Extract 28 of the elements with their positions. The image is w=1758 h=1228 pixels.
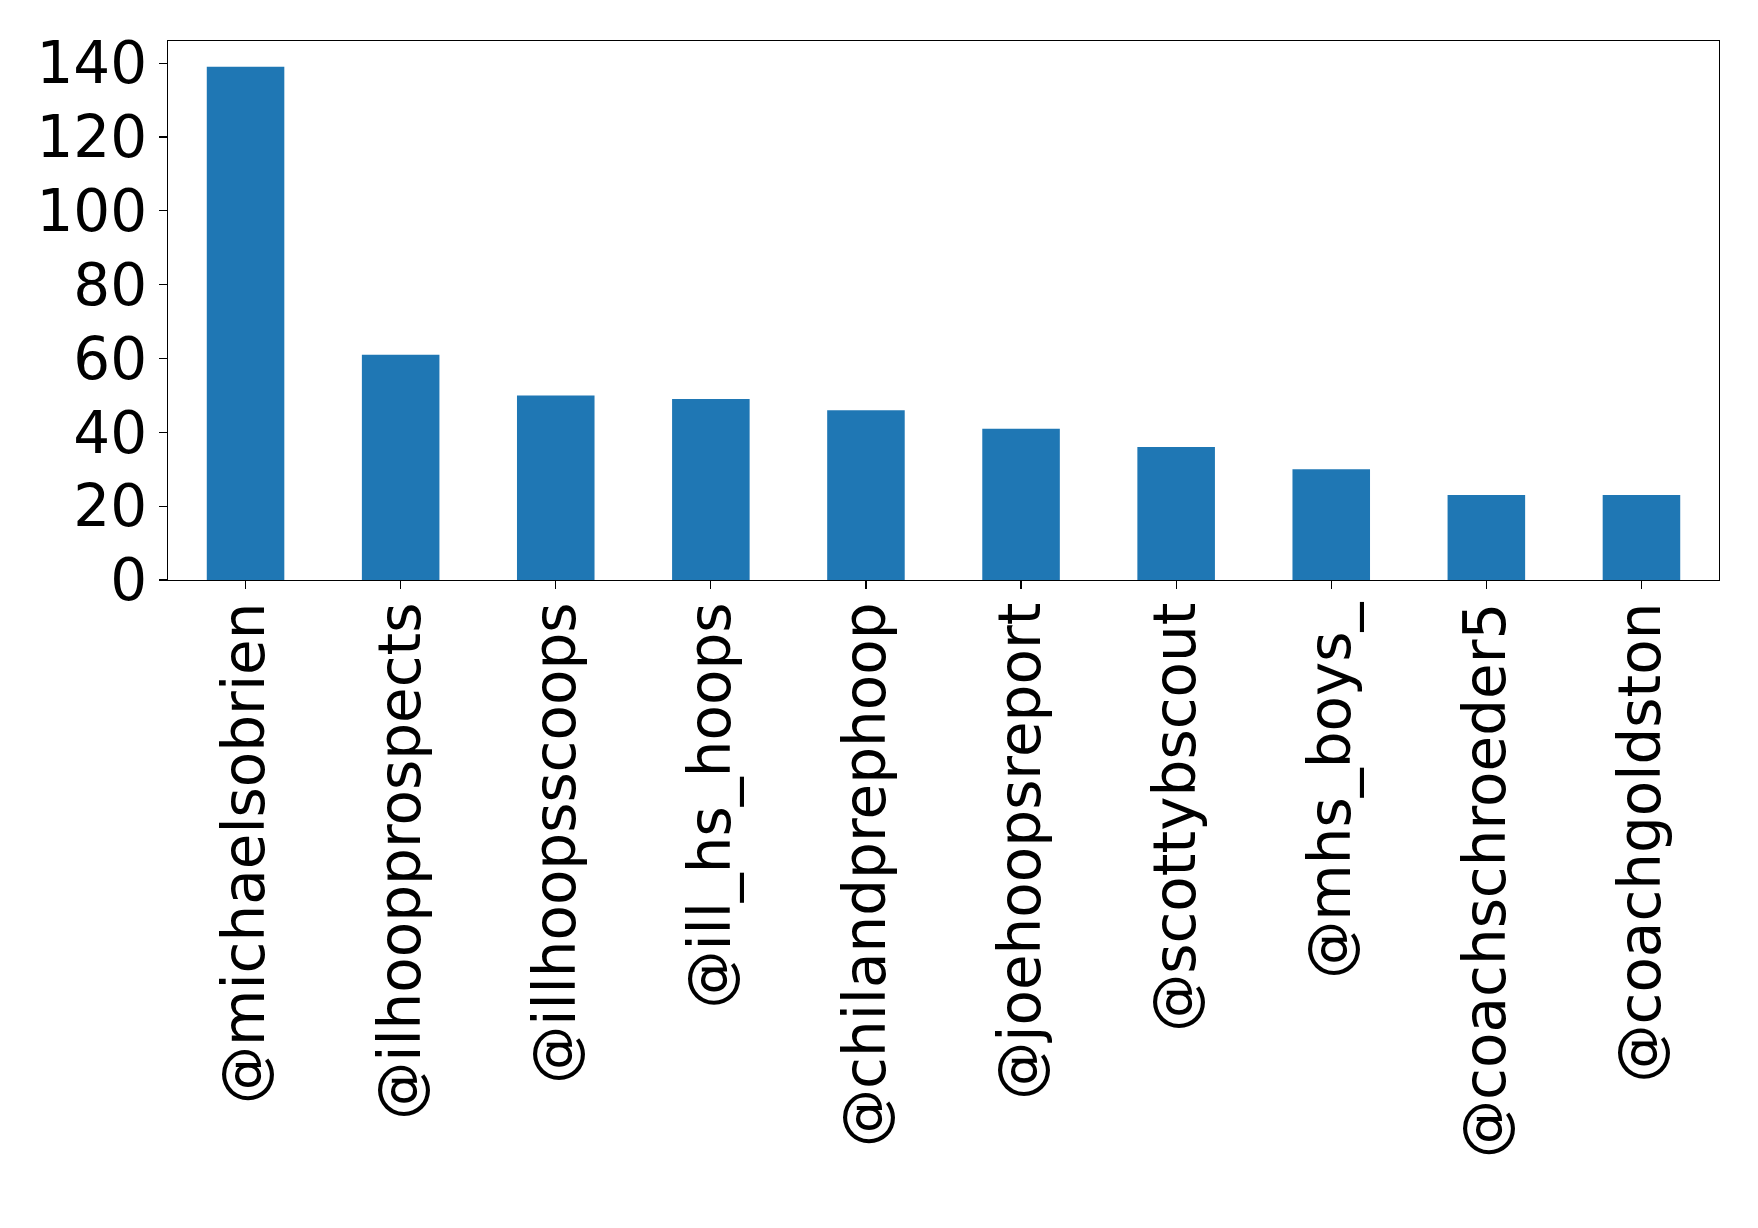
y-tick-label: 140 — [36, 29, 148, 98]
y-tick-label: 60 — [73, 324, 148, 393]
y-tick-label: 100 — [36, 177, 148, 246]
x-tick-label: @coachgoldston — [1606, 602, 1675, 1083]
y-tick-label: 0 — [110, 546, 148, 615]
y-tick-label: 120 — [36, 103, 148, 172]
x-tick-label: @joehoopsreport — [985, 602, 1054, 1100]
x-tick-label: @ill_hs_hoops — [675, 602, 744, 1009]
y-tick-label: 20 — [73, 472, 148, 541]
bar — [516, 395, 595, 580]
bar — [982, 428, 1060, 580]
bar — [672, 399, 750, 580]
x-tick-label: @scottybscout — [1141, 602, 1209, 1032]
bar — [827, 410, 905, 580]
bar — [1602, 495, 1681, 580]
x-tick-label: @michaelsobrien — [210, 602, 279, 1105]
x-tick-label: @coachschroeder5 — [1451, 602, 1520, 1158]
bar — [206, 66, 285, 580]
x-tick-label: @mhs_boys_ — [1296, 601, 1365, 979]
y-tick-label: 80 — [73, 250, 148, 319]
bar — [1137, 447, 1215, 580]
x-tick-label: @chilandprephoop — [830, 602, 899, 1147]
bar — [1292, 469, 1371, 580]
y-tick-label: 40 — [73, 398, 148, 467]
x-tick-label: @ilhoopprospects — [365, 602, 434, 1120]
bar — [1447, 495, 1526, 580]
bar — [361, 354, 440, 580]
x-tick-label: @illhoopsscoops — [520, 602, 589, 1084]
